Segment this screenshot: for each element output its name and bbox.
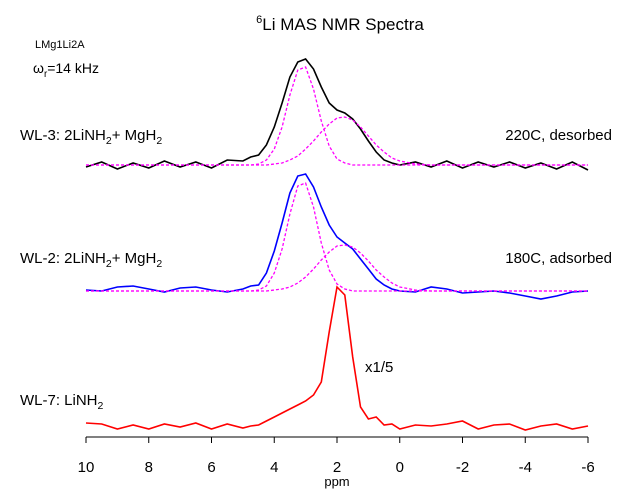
fit-curve (86, 66, 588, 166)
scale-annotation: x1/5 (365, 359, 393, 376)
title-text: Li MAS NMR Spectra (262, 15, 424, 34)
text-part: WL-7: LiNH (20, 392, 98, 409)
x-tick-label: 10 (78, 459, 95, 476)
spin-rate: ωr=14 kHz (33, 60, 99, 80)
text-part: WL-2: 2LiNH (20, 250, 106, 267)
x-tick-label: -4 (519, 459, 532, 476)
subscript: 2 (156, 258, 162, 270)
spectrum (85, 285, 589, 431)
series-label: WL-2: 2LiNH2+ MgH2 (20, 250, 162, 270)
spectrum (85, 58, 589, 171)
sample-label: LMg1Li2A (35, 39, 85, 51)
x-tick-label: 2 (333, 459, 341, 476)
subscript: 2 (106, 258, 112, 270)
series-label: WL-7: LiNH2 (20, 392, 104, 412)
fit-curve (86, 244, 588, 292)
x-tick-label: 8 (145, 459, 153, 476)
condition-label: 180C, adsorbed (505, 250, 612, 267)
subscript: 2 (98, 400, 104, 412)
spectrum (85, 173, 589, 300)
subscript: 2 (106, 135, 112, 147)
subscript: 2 (156, 135, 162, 147)
chart-title: 6Li MAS NMR Spectra (256, 14, 424, 34)
x-tick-label: 0 (396, 459, 404, 476)
text-part: + MgH (112, 127, 157, 144)
title-superscript: 6 (256, 14, 262, 26)
x-tick-label: 4 (270, 459, 278, 476)
series-label: WL-3: 2LiNH2+ MgH2 (20, 127, 162, 147)
text-part: =14 kHz (47, 60, 99, 76)
condition-label: 220C, desorbed (505, 127, 612, 144)
x-axis-label: ppm (324, 474, 349, 489)
text-part: + MgH (112, 250, 157, 267)
x-tick-label: 6 (207, 459, 215, 476)
x-tick-label: -2 (456, 459, 469, 476)
text-part: ω (33, 60, 44, 76)
text-part: WL-3: 2LiNH (20, 127, 106, 144)
fit-curve (86, 182, 588, 292)
subscript: r (44, 69, 48, 80)
fit-curve (86, 116, 588, 166)
x-tick-label: -6 (581, 459, 594, 476)
